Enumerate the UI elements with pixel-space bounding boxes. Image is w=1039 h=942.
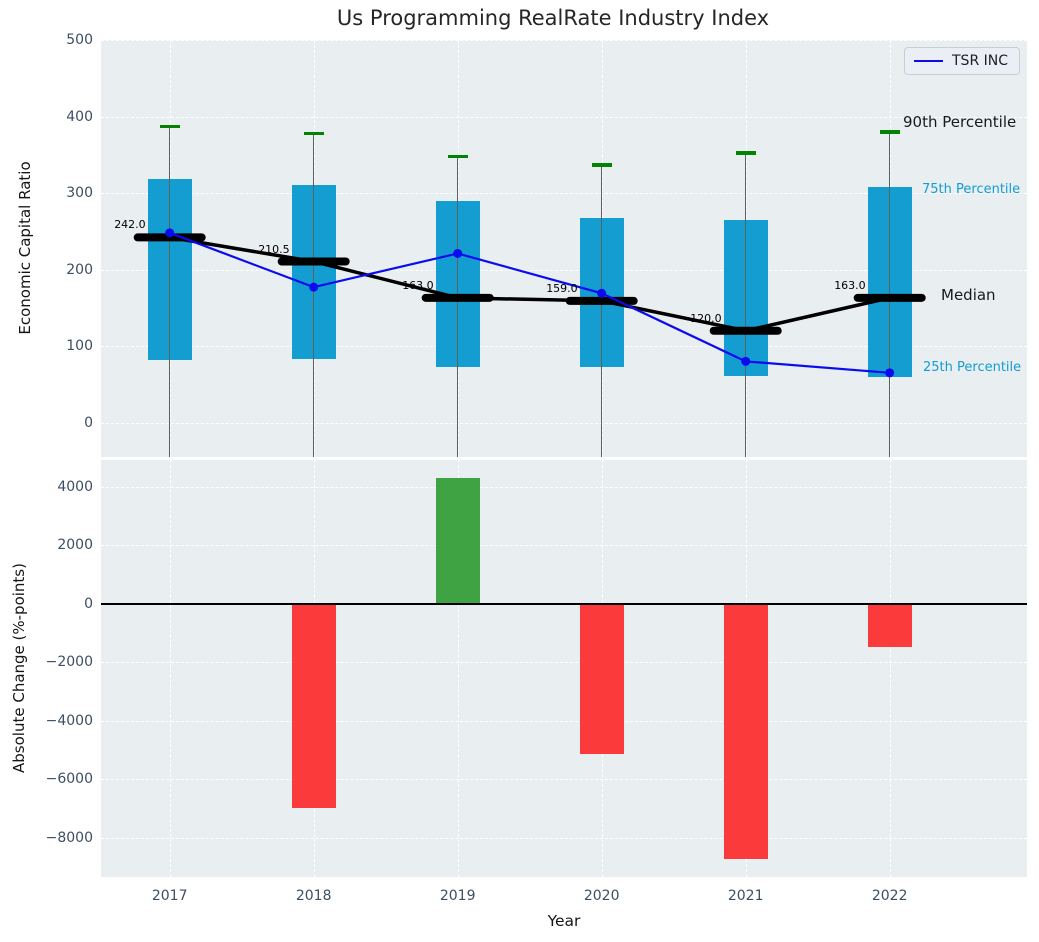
top-y-axis-label: Economic Capital Ratio [16, 161, 34, 335]
whisker-2020 [600, 164, 603, 457]
p90-cap-2021 [735, 151, 756, 156]
gridline [101, 720, 1027, 722]
bottom-plot-area [101, 460, 1027, 877]
xtick-2020: 2020 [583, 888, 620, 904]
whisker-2021 [744, 153, 747, 457]
bottom-ytick-0: 0 [84, 595, 93, 612]
change-bar-2021 [723, 603, 768, 860]
tsr-legend-line-swatch [914, 60, 943, 62]
top-ytick-400: 400 [66, 108, 93, 125]
median-annotation-2018: 210.5 [258, 242, 290, 256]
gridline [101, 486, 1027, 488]
tsr-marker-2022 [885, 368, 895, 378]
gridline [101, 779, 1027, 781]
gridline [101, 269, 1027, 271]
whisker-2019 [456, 156, 459, 457]
p90-cap-2022 [879, 130, 900, 134]
gridline [457, 460, 459, 877]
gridline [101, 193, 1027, 195]
median-annotation-2021: 120.0 [690, 311, 722, 325]
bottom-y-axis-label: Absolute Change (%-points) [10, 563, 28, 773]
tsr-line [169, 231, 890, 374]
p90-cap-2018 [303, 131, 324, 136]
xtick-2022: 2022 [871, 888, 908, 904]
median-annotation-2020: 159.0 [546, 281, 578, 295]
tsr-marker-2020 [597, 288, 607, 298]
gridline [101, 346, 1027, 348]
tsr-marker-2018 [309, 282, 319, 292]
gridline [889, 460, 891, 877]
tsr-marker-2021 [741, 356, 751, 366]
xtick-2017: 2017 [151, 888, 188, 904]
top-ytick-300: 300 [66, 185, 93, 202]
whisker-2018 [312, 133, 315, 457]
whisker-2017 [168, 126, 171, 457]
median-annotation-2022: 163.0 [834, 278, 866, 292]
top-plot-area: TSR INC 242.0 210.5 163.0 159.0 120.0 163.0 90… [101, 40, 1027, 457]
top-ytick-0: 0 [84, 414, 93, 431]
bottom-ytick-4000: 4000 [57, 478, 93, 495]
xtick-2021: 2021 [727, 888, 764, 904]
x-axis-label: Year [547, 912, 581, 930]
gridline [169, 460, 171, 877]
right-label-median: Median [941, 285, 996, 304]
change-bar-2019 [435, 477, 480, 604]
right-label-90th-percentile: 90th Percentile [903, 112, 1017, 131]
median-annotation-2019: 163.0 [402, 278, 434, 292]
top-ytick-200: 200 [66, 261, 93, 278]
bottom-ytick-2000: 2000 [57, 537, 93, 554]
right-label-75th-percentile: 75th Percentile [922, 182, 1021, 198]
zero-line [101, 602, 1027, 605]
xtick-2018: 2018 [295, 888, 332, 904]
right-label-25th-percentile: 25th Percentile [923, 360, 1022, 376]
p90-cap-2020 [591, 162, 612, 167]
change-bar-2018 [291, 603, 336, 808]
bottom-ytick--2000: −2000 [45, 654, 93, 671]
change-bar-2020 [579, 603, 624, 754]
change-bar-2022 [867, 603, 912, 647]
gridline [101, 837, 1027, 839]
gridline [101, 545, 1027, 547]
p90-cap-2019 [447, 154, 468, 159]
tsr-marker-2019 [453, 248, 463, 258]
legend-label: TSR INC [952, 53, 1008, 69]
gridline [101, 422, 1027, 424]
top-ytick-100: 100 [66, 338, 93, 355]
median-annotation-2017: 242.0 [114, 218, 146, 232]
legend: TSR INC [904, 47, 1020, 75]
bottom-ytick--8000: −8000 [45, 829, 93, 846]
tsr-marker-2017 [165, 228, 175, 238]
gridline [101, 116, 1027, 118]
xtick-2019: 2019 [439, 888, 476, 904]
gridline [101, 40, 1027, 41]
bottom-ytick--6000: −6000 [45, 771, 93, 788]
top-ytick-500: 500 [66, 32, 93, 48]
gridline [101, 662, 1027, 664]
p90-cap-2017 [159, 124, 180, 129]
chart-title: Us Programming RealRate Industry Index [336, 6, 770, 30]
top-chart-lines [133, 228, 926, 378]
median-line [169, 235, 891, 333]
bottom-ytick--4000: −4000 [45, 712, 93, 729]
